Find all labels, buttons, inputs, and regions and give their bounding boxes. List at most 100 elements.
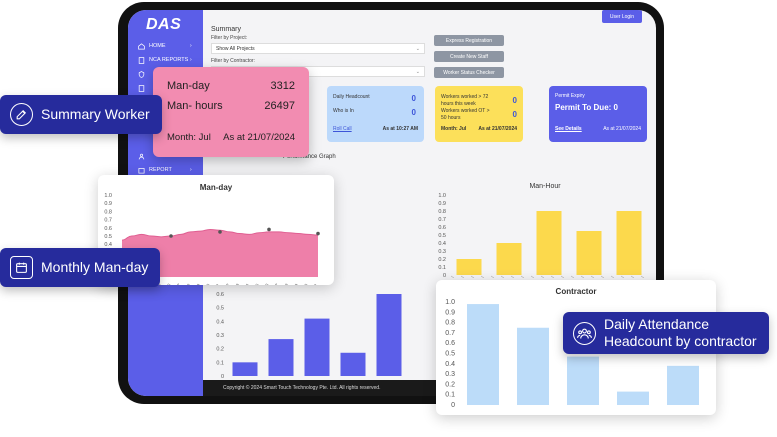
y-tick-label: 0.1 — [438, 265, 446, 271]
x-tick-label: 7/20 — [300, 282, 309, 285]
bar — [304, 318, 330, 376]
filter-project-select[interactable]: Show All Projects ⌄ — [211, 43, 425, 54]
chevron-right-icon: › — [190, 167, 192, 173]
man-day-title: Man-day — [199, 183, 233, 192]
x-tick — [630, 275, 635, 278]
y-tick-label: 0.3 — [216, 333, 224, 339]
bar — [536, 211, 562, 275]
y-tick-label: 1.0 — [438, 193, 446, 199]
y-tick-label: 0.2 — [216, 347, 224, 353]
data-point — [218, 230, 222, 234]
sidebar-item-label: NCA REPORTS — [149, 57, 189, 63]
x-tick — [550, 275, 555, 278]
y-tick-label: 0.6 — [438, 225, 446, 231]
x-tick-label: 7/15 — [251, 282, 260, 285]
permit-card: Permit Expiry Permit To Due: 0 See Detai… — [549, 86, 647, 142]
manday-value: 3312 — [270, 80, 295, 92]
worker-month: Month: Jul — [441, 126, 467, 132]
y-tick-label: 0.6 — [104, 226, 112, 232]
worker-line4: 50 hours — [441, 115, 461, 121]
roll-call-link[interactable]: Roll Call — [333, 126, 352, 132]
worker-hours-card: Workers worked > 72 hours this week Work… — [435, 86, 523, 142]
sidebar-item-item-3[interactable] — [138, 82, 149, 94]
bar — [376, 294, 402, 376]
summary-worker-text: Summary Worker — [41, 106, 150, 122]
y-tick-label: 0.5 — [104, 234, 112, 240]
x-tick-label: 7/9 — [194, 282, 202, 285]
permit-as-at: As at 21/07/2024 — [603, 126, 641, 132]
express-registration-button[interactable]: Express Registration — [434, 35, 504, 46]
y-tick-label: 0.4 — [104, 242, 112, 248]
y-tick-label: 0.7 — [104, 218, 112, 224]
y-tick-label: 0 — [443, 273, 446, 278]
page-title: Summary — [211, 26, 241, 33]
y-tick-label: 0.9 — [445, 309, 455, 316]
pink-as-at: As at 21/07/2024 — [223, 132, 295, 143]
main-content: User Login Summary Filter by Project: Sh… — [203, 10, 656, 396]
x-tick — [460, 275, 465, 278]
filter-project-value: Show All Projects — [216, 45, 255, 52]
y-tick-label: 0.4 — [445, 361, 455, 368]
summary-worker-card: Man-day 3312 Man- hours 26497 Month: Jul… — [153, 67, 309, 157]
x-tick — [620, 275, 625, 278]
manhours-value: 26497 — [264, 100, 295, 112]
chevron-right-icon: › — [190, 57, 192, 63]
y-tick-label: 0.4 — [438, 241, 446, 247]
worker-value2: 0 — [512, 110, 517, 119]
bar — [667, 365, 699, 405]
y-tick-label: 0.8 — [438, 209, 446, 215]
headcount-as-at: As at 10:27 AM — [382, 126, 418, 132]
worker-line1: Workers worked > 72 — [441, 94, 489, 100]
man-hour-title: Man-Hour — [529, 183, 561, 190]
y-tick-label: 0.7 — [438, 217, 446, 223]
sidebar-item-nca-reports[interactable]: NCA REPORTS › — [138, 54, 192, 66]
x-tick-label: 7/21 — [310, 282, 319, 285]
y-tick-label: 0.2 — [438, 257, 446, 263]
bar — [467, 304, 499, 405]
user-login-button[interactable]: User Login — [602, 10, 642, 23]
y-tick-label: 0.3 — [445, 371, 455, 378]
x-tick-label: 7/6 — [164, 282, 172, 285]
who-is-in-value: 0 — [411, 108, 416, 117]
manhours-label: Man- hours — [167, 100, 223, 112]
headcount-value: 0 — [411, 94, 416, 103]
sidebar-item-item-4[interactable] — [138, 150, 149, 162]
permit-small: Permit Expiry — [555, 93, 585, 99]
man-day-chart: 1.00.90.80.70.60.50.40.30.20.107/17/27/3… — [104, 193, 320, 285]
x-tick-label: 7/8 — [184, 282, 192, 285]
home-icon — [138, 42, 145, 49]
chevron-right-icon: › — [190, 43, 192, 49]
permit-title: Permit To Due: 0 — [555, 103, 618, 112]
y-tick-label: 0.3 — [438, 249, 446, 255]
worker-line3: Workers worked OT > — [441, 108, 490, 114]
x-tick-label: 7/18 — [280, 282, 289, 285]
chevron-down-icon: ⌄ — [415, 45, 420, 52]
x-tick — [580, 275, 585, 278]
y-tick-label: 0.7 — [445, 330, 455, 337]
x-tick — [590, 275, 595, 278]
x-tick — [450, 275, 455, 278]
daily-attendance-text: Daily Attendance Headcount by contractor — [604, 316, 757, 350]
create-new-staff-button[interactable]: Create New Staff — [434, 51, 504, 62]
worker-status-checker-button[interactable]: Worker Status Checker — [434, 67, 504, 78]
filter-project-label: Filter by Project: — [211, 35, 248, 41]
bar — [456, 259, 482, 275]
sidebar-item-item-2[interactable] — [138, 68, 149, 80]
see-details-link[interactable]: See Details — [555, 126, 582, 132]
x-tick-label: 7/19 — [290, 282, 299, 285]
x-tick — [640, 275, 645, 278]
filter-contractor-label: Filter by Contractor: — [211, 58, 255, 64]
y-tick-label: 0 — [221, 374, 224, 380]
data-point — [267, 227, 271, 232]
y-tick-label: 0.5 — [438, 233, 446, 239]
x-tick-label: 7/16 — [261, 282, 270, 285]
x-tick — [610, 275, 615, 278]
bar — [268, 339, 294, 376]
brand-logo: DAS — [146, 16, 182, 33]
chevron-down-icon: ⌄ — [415, 68, 420, 75]
data-point — [316, 231, 320, 236]
y-tick-label: 0.6 — [216, 292, 224, 298]
sidebar-item-home[interactable]: HOME › — [138, 40, 192, 52]
sidebar-item-report[interactable]: REPORT › — [138, 164, 192, 176]
y-tick-label: 0.1 — [445, 392, 455, 399]
